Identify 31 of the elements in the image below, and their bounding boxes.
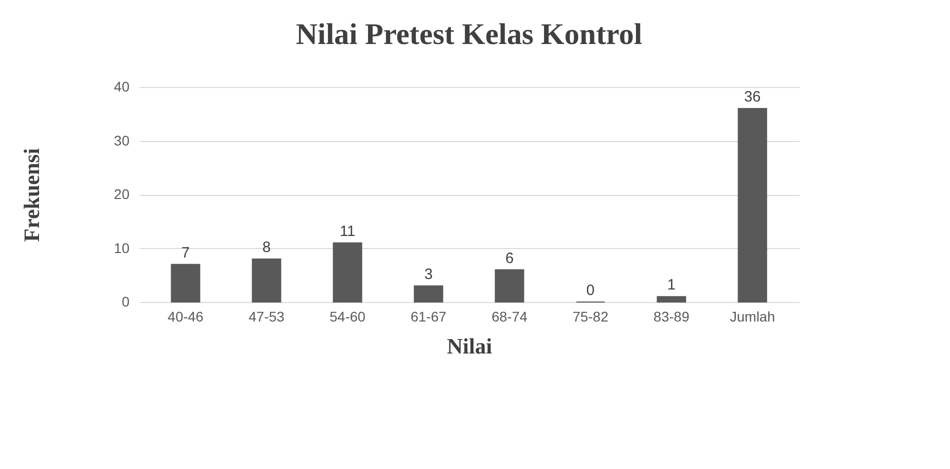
- bar: [656, 296, 686, 302]
- bar: [494, 269, 524, 302]
- data-label: 1: [667, 276, 676, 294]
- data-label: 6: [505, 250, 514, 267]
- bar: [252, 258, 282, 302]
- bar: [738, 108, 768, 302]
- x-tick-label: 47-53: [248, 308, 285, 324]
- bar: [414, 285, 444, 302]
- x-axis-title: Nilai: [446, 334, 492, 358]
- y-tick-label: 30: [114, 132, 130, 148]
- chart-title: Nilai Pretest Kelas Kontrol: [296, 18, 642, 51]
- data-label: 0: [586, 282, 595, 299]
- x-tick-label: 83-89: [654, 308, 690, 324]
- x-tick-label: 75-82: [572, 308, 609, 324]
- x-tick-label: 68-74: [492, 308, 528, 324]
- x-tick-label: 54-60: [330, 308, 366, 324]
- data-label: 11: [340, 222, 356, 240]
- data-label: 7: [181, 244, 190, 262]
- y-tick-label: 10: [114, 240, 130, 256]
- bar: [332, 242, 362, 302]
- x-tick-label: 61-67: [410, 308, 447, 324]
- y-tick-label: 20: [114, 186, 130, 202]
- y-axis-title: Frekuensi: [18, 148, 44, 242]
- x-tick-label: Jumlah: [730, 308, 776, 324]
- data-label: 3: [424, 266, 433, 283]
- y-tick-label: 40: [114, 78, 130, 94]
- x-tick-label: 40-46: [168, 308, 204, 324]
- data-label: 36: [744, 88, 761, 106]
- y-tick-label: 0: [122, 294, 130, 310]
- bar: [170, 264, 200, 302]
- data-label: 8: [262, 239, 271, 256]
